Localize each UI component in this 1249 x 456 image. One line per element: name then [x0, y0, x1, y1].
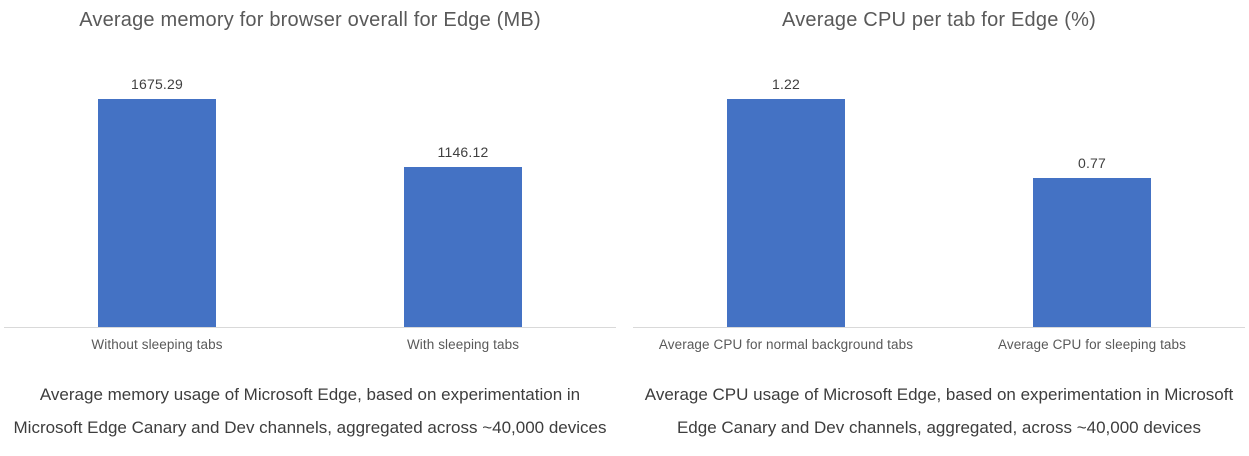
- charts-row: Average memory for browser overall for E…: [4, 6, 1245, 444]
- category-label-with-sleeping-tabs: With sleeping tabs: [406, 337, 520, 352]
- bar-value-label: 1.22: [771, 76, 801, 92]
- memory-chart-panel: Average memory for browser overall for E…: [4, 6, 616, 444]
- bar-cpu-sleeping-tabs: [1033, 178, 1151, 327]
- cpu-plot-area: 1.22 0.77: [633, 76, 1245, 328]
- bar-slot-normal-background-tabs: 1.22: [633, 76, 939, 327]
- bar-value-label: 1675.29: [130, 76, 183, 92]
- bar-value-label: 0.77: [1077, 155, 1107, 172]
- category-label-cpu-sleeping-tabs: Average CPU for sleeping tabs: [997, 337, 1186, 352]
- cpu-chart-title-text: Average CPU per tab for Edge (%): [782, 9, 1096, 31]
- bar-slot-with-sleeping-tabs: 1146.12: [310, 76, 616, 327]
- category-label-cpu-normal-background-tabs: Average CPU for normal background tabs: [658, 337, 914, 352]
- bar-with-sleeping-tabs: [404, 167, 522, 327]
- category-label-without-sleeping-tabs: Without sleeping tabs: [91, 337, 223, 352]
- bar-without-sleeping-tabs: [98, 99, 216, 327]
- bar-value-label: 1146.12: [437, 144, 489, 161]
- memory-chart-title-text: Average memory for browser overall for E…: [79, 9, 541, 31]
- memory-plot-area: 1675.29 1146.12: [4, 76, 616, 328]
- cpu-chart-panel: Average CPU per tab for Edge (%) 1.22 0.…: [633, 6, 1245, 444]
- cpu-chart-caption: Average CPU usage of Microsoft Edge, bas…: [644, 385, 1234, 438]
- memory-category-axis: Without sleeping tabs With sleeping tabs: [4, 337, 616, 352]
- cpu-category-axis: Average CPU for normal background tabs A…: [633, 337, 1245, 352]
- cpu-chart-title: Average CPU per tab for Edge (%): [633, 6, 1245, 70]
- bar-slot-without-sleeping-tabs: 1675.29: [4, 76, 310, 327]
- memory-chart-title: Average memory for browser overall for E…: [4, 6, 616, 70]
- bar-slot-sleeping-tabs: 0.77: [939, 76, 1245, 327]
- memory-chart-caption: Average memory usage of Microsoft Edge, …: [13, 385, 607, 438]
- bar-cpu-normal-background-tabs: [727, 99, 845, 327]
